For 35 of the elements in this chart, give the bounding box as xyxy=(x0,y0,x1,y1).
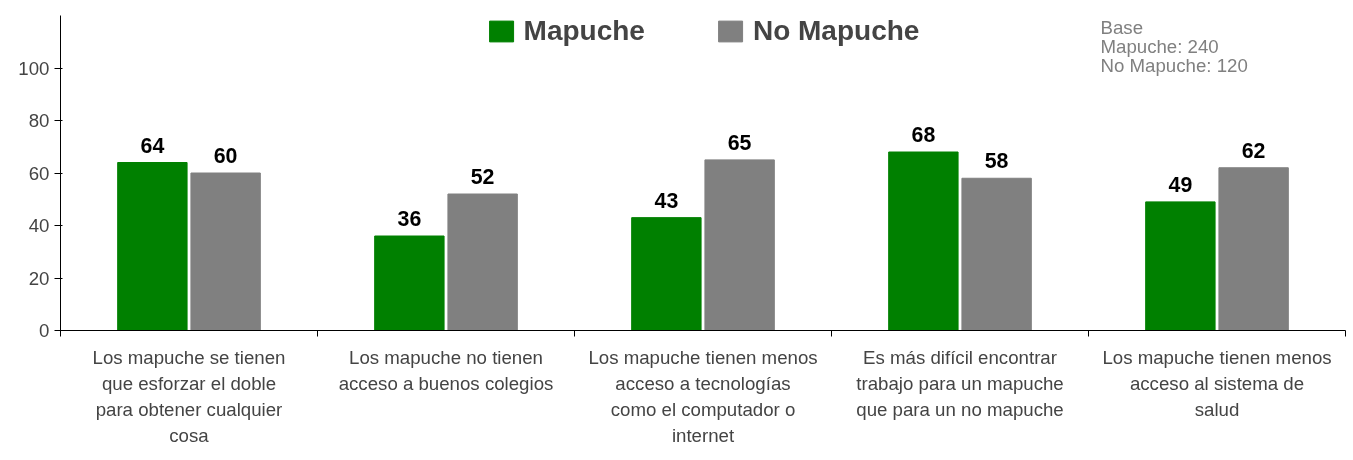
data-label: 49 xyxy=(1168,172,1193,197)
legend-label: Mapuche xyxy=(523,15,645,47)
y-tick-label: 40 xyxy=(28,215,50,236)
legend-label: No Mapuche xyxy=(752,15,920,47)
x-tick-label: Los mapuche tienen menos acceso al sistema de salud xyxy=(1102,346,1332,420)
data-label: 62 xyxy=(1241,138,1266,163)
annotation: Mapuche: 240 xyxy=(1100,35,1219,57)
bar xyxy=(1218,167,1289,331)
data-label: 64 xyxy=(140,133,165,158)
bar xyxy=(888,151,959,331)
x-tick-label: Los mapuche se tienen que esforzar el doble para obtener cualquier cosa xyxy=(92,346,286,447)
bar xyxy=(447,193,518,331)
bar xyxy=(704,159,775,331)
annotation: Base xyxy=(1100,16,1144,38)
data-label: 60 xyxy=(213,144,238,168)
bar xyxy=(190,172,261,331)
data-label: 68 xyxy=(911,123,936,147)
data-label: 43 xyxy=(654,188,679,213)
x-tick-label: Es más difícil encontrar trabajo para un mapuche que para un no mapuche xyxy=(856,346,1064,420)
bar xyxy=(961,177,1032,331)
y-tick-label: 100 xyxy=(18,57,50,79)
data-label: 36 xyxy=(397,207,422,231)
y-tick-label: 80 xyxy=(28,110,50,131)
bar xyxy=(631,217,702,331)
bar xyxy=(1145,201,1216,331)
y-tick-label: 20 xyxy=(28,267,50,289)
x-tick-label: Los mapuche tienen menos acceso a tecnologías como el computador o internet xyxy=(588,346,818,447)
x-tick-label: Los mapuche no tienen acceso a buenos colegios xyxy=(338,346,554,394)
data-label: 52 xyxy=(470,165,495,189)
bar xyxy=(117,162,188,331)
y-tick-label: 60 xyxy=(28,162,50,184)
data-label: 58 xyxy=(984,149,1009,174)
bar xyxy=(374,235,445,331)
data-label: 65 xyxy=(727,130,752,155)
y-tick-label: 0 xyxy=(39,320,50,341)
